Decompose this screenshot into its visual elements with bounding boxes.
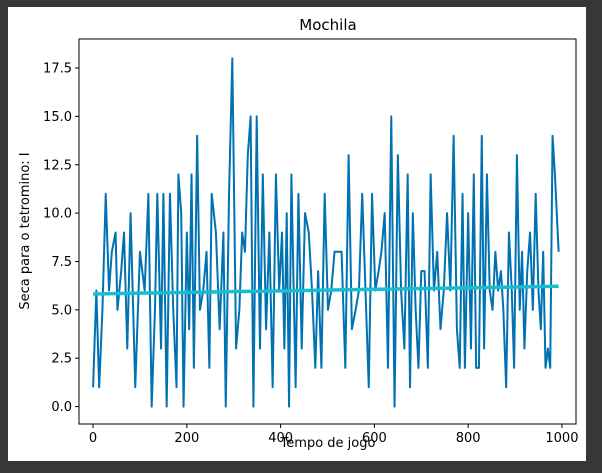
- series-line: [92, 57, 560, 408]
- trend-line: [93, 284, 559, 296]
- y-axis-label: Seca para o tetromino: I: [18, 152, 33, 309]
- y-tick-label: 7.5: [51, 255, 72, 270]
- y-tick-label: 5.0: [51, 303, 72, 318]
- figure: Mochila 0 200 400 600 800 1000 0.0 2.5 5.0 7.5 10…: [8, 7, 586, 461]
- plot-frame: [78, 38, 577, 425]
- y-tick-label: 2.5: [51, 352, 72, 367]
- y-tick-label: 10.0: [43, 207, 72, 222]
- series-group: [92, 57, 560, 408]
- y-tick-label: 12.5: [43, 158, 72, 173]
- x-tick-label: 1000: [545, 431, 578, 446]
- y-axis-ticks: 0.0 2.5 5.0 7.5 10.0 12.5 15.0 17.5: [43, 62, 79, 415]
- y-tick-label: 0.0: [51, 400, 72, 415]
- x-tick-label: 0: [89, 431, 97, 446]
- chart: Mochila 0 200 400 600 800 1000 0.0 2.5 5.0 7.5 10…: [18, 16, 578, 451]
- chart-title: Mochila: [299, 16, 356, 34]
- y-tick-label: 17.5: [43, 62, 72, 77]
- x-tick-label: 400: [268, 431, 293, 446]
- x-axis-ticks: 0 200 400 600 800 1000: [89, 424, 578, 446]
- x-axis-label: Tempo de jogo: [280, 436, 376, 451]
- x-tick-label: 600: [362, 431, 387, 446]
- y-tick-label: 15.0: [43, 110, 72, 125]
- x-tick-label: 200: [174, 431, 199, 446]
- x-tick-label: 800: [456, 431, 481, 446]
